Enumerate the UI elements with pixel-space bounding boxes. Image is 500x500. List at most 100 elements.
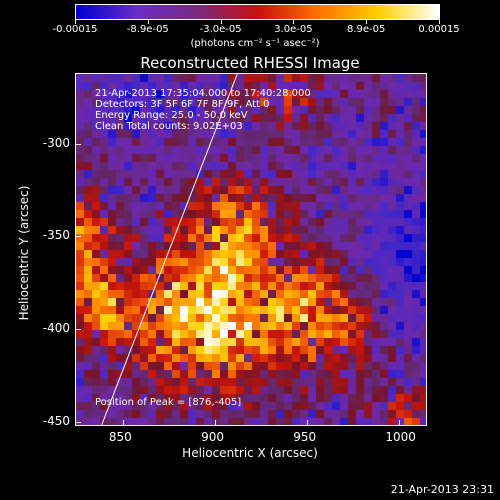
heatmap-cell	[292, 162, 300, 170]
heatmap-cell	[124, 290, 132, 298]
heatmap-cell	[140, 98, 148, 106]
heatmap-cell	[244, 298, 252, 306]
heatmap-cell	[292, 266, 300, 274]
heatmap-cell	[396, 298, 404, 306]
heatmap-cell	[276, 202, 284, 210]
heatmap-cell	[348, 194, 356, 202]
heatmap-cell	[76, 122, 84, 130]
heatmap-cell	[140, 210, 148, 218]
heatmap-cell	[180, 362, 188, 370]
heatmap-cell	[284, 154, 292, 162]
heatmap-cell	[388, 82, 396, 90]
heatmap-cell	[164, 274, 172, 282]
heatmap-cell	[164, 370, 172, 378]
heatmap-cell	[84, 146, 92, 154]
heatmap-cell	[380, 226, 388, 234]
heatmap-cell	[324, 122, 332, 130]
heatmap-cell	[132, 170, 140, 178]
heatmap-cell	[116, 354, 124, 362]
heatmap-cell	[220, 314, 228, 322]
heatmap-cell	[388, 306, 396, 314]
heatmap-cell	[308, 106, 316, 114]
heatmap-cell	[100, 370, 108, 378]
heatmap-cell	[356, 234, 364, 242]
heatmap-cell	[220, 266, 228, 274]
heatmap-cell	[308, 154, 316, 162]
heatmap-cell	[260, 338, 268, 346]
heatmap-cell	[236, 250, 244, 258]
heatmap-cell	[204, 354, 212, 362]
heatmap-cell	[420, 210, 426, 218]
heatmap-cell	[164, 378, 172, 386]
heatmap-cell	[220, 162, 228, 170]
heatmap-cell	[164, 218, 172, 226]
heatmap-cell	[164, 114, 172, 122]
heatmap-cell	[380, 98, 388, 106]
heatmap-cell	[420, 394, 426, 402]
heatmap-cell	[156, 394, 164, 402]
heatmap-cell	[84, 202, 92, 210]
heatmap-cell	[356, 250, 364, 258]
heatmap-cell	[180, 330, 188, 338]
heatmap-cell	[316, 410, 324, 418]
heatmap-cell	[372, 410, 380, 418]
heatmap-cell	[348, 370, 356, 378]
heatmap-cell	[140, 394, 148, 402]
heatmap-cell	[124, 170, 132, 178]
heatmap-cell	[76, 218, 84, 226]
heatmap-cell	[332, 370, 340, 378]
heatmap-cell	[196, 82, 204, 90]
heatmap-cell	[260, 362, 268, 370]
heatmap-cell	[220, 194, 228, 202]
heatmap-cell	[396, 338, 404, 346]
heatmap-cell	[364, 346, 372, 354]
heatmap-cell	[284, 178, 292, 186]
heatmap-cell	[268, 370, 276, 378]
heatmap-cell	[268, 258, 276, 266]
heatmap-cell	[356, 370, 364, 378]
heatmap-cell	[316, 314, 324, 322]
heatmap-cell	[276, 122, 284, 130]
heatmap-cell	[268, 170, 276, 178]
heatmap-cell	[412, 178, 420, 186]
heatmap-cell	[420, 218, 426, 226]
heatmap-cell	[236, 354, 244, 362]
heatmap-cell	[372, 402, 380, 410]
heatmap-cell	[388, 362, 396, 370]
heatmap-cell	[244, 266, 252, 274]
heatmap-cell	[124, 82, 132, 90]
heatmap-cell	[284, 394, 292, 402]
heatmap-cell	[140, 138, 148, 146]
heatmap-cell	[380, 242, 388, 250]
heatmap-cell	[332, 130, 340, 138]
heatmap-cell	[364, 154, 372, 162]
heatmap-cell	[116, 74, 124, 82]
heatmap-cell	[92, 410, 100, 418]
heatmap-cell	[220, 250, 228, 258]
heatmap-cell	[300, 330, 308, 338]
heatmap-cell	[372, 266, 380, 274]
heatmap-cell	[348, 386, 356, 394]
heatmap-cell	[396, 186, 404, 194]
heatmap-cell	[244, 346, 252, 354]
heatmap-cell	[116, 306, 124, 314]
heatmap-cell	[156, 338, 164, 346]
heatmap-cell	[164, 346, 172, 354]
heatmap-cell	[196, 122, 204, 130]
heatmap-cell	[92, 154, 100, 162]
heatmap-cell	[92, 106, 100, 114]
heatmap-cell	[180, 210, 188, 218]
heatmap-cell	[188, 258, 196, 266]
heatmap-cell	[196, 74, 204, 82]
heatmap-cell	[412, 258, 420, 266]
heatmap-cell	[116, 370, 124, 378]
heatmap-cell	[172, 346, 180, 354]
heatmap-cell	[404, 418, 412, 425]
heatmap-cell	[220, 98, 228, 106]
heatmap-cell	[292, 258, 300, 266]
heatmap-cell	[140, 418, 148, 425]
heatmap-cell	[188, 370, 196, 378]
heatmap-cell	[324, 202, 332, 210]
heatmap-cell	[84, 282, 92, 290]
heatmap-cell	[100, 162, 108, 170]
